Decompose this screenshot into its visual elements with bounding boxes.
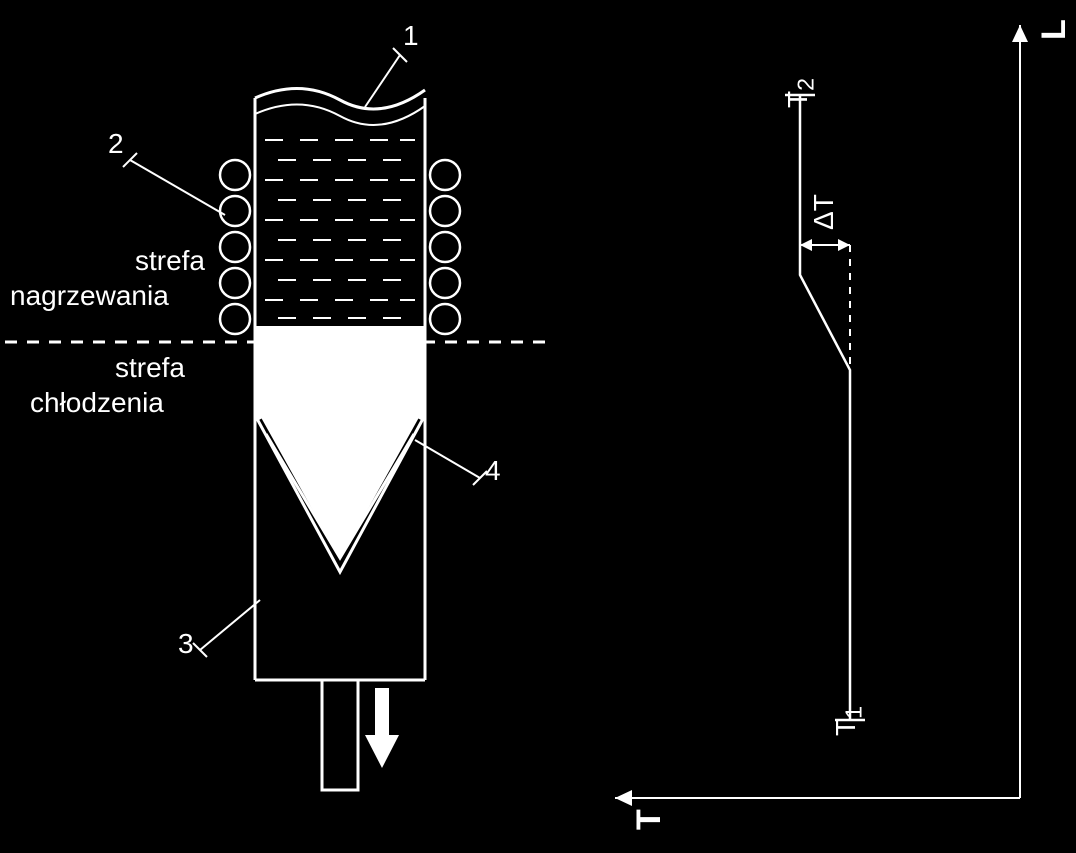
- diagram-canvas: [0, 0, 1076, 853]
- liquid-hatching: [265, 140, 415, 318]
- zone-heat-l1: strefa: [65, 245, 205, 277]
- t1-label: T1: [830, 706, 868, 736]
- zone-cool-l2: chłodzenia: [30, 387, 164, 419]
- y-axis-label: L: [1035, 19, 1074, 40]
- zone-heat-l2: nagrzewania: [10, 280, 169, 312]
- delta-t-arrow: [800, 239, 850, 251]
- coils-right: [430, 160, 460, 334]
- solid-crystal-region: [255, 326, 425, 565]
- x-axis-arrow: [615, 790, 632, 806]
- leader-3: [193, 600, 260, 657]
- pull-stem: [322, 680, 358, 790]
- leader-1: [365, 48, 407, 107]
- temperature-graph: [615, 25, 1028, 806]
- delta-t-label: ΔT: [808, 194, 840, 230]
- t2-label: T2: [782, 78, 820, 108]
- callout-3: 3: [178, 628, 194, 660]
- x-axis-label: T: [630, 809, 669, 830]
- zone-cool-l1: strefa: [65, 352, 185, 384]
- pull-arrow-icon: [365, 688, 399, 768]
- temperature-curve: [800, 95, 850, 720]
- crucible-apparatus: [5, 48, 545, 790]
- callout-4: 4: [485, 455, 501, 487]
- coils-left: [220, 160, 250, 334]
- callout-2: 2: [108, 128, 124, 160]
- leader-2: [123, 153, 225, 215]
- y-axis-arrow: [1012, 25, 1028, 42]
- crucible-top-break-inner: [255, 104, 425, 124]
- callout-1: 1: [403, 20, 419, 52]
